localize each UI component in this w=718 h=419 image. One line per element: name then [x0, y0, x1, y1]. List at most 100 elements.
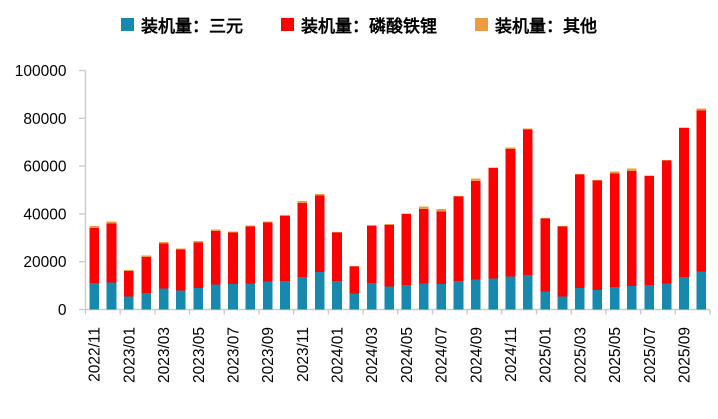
legend-label-lfp: 装机量：磷酸铁锂 [301, 17, 437, 36]
x-tick-label: 2023/07 [225, 327, 242, 383]
bar-segment-2023/11 [297, 200, 308, 203]
bar-segment-2025/02 [557, 296, 568, 310]
bar-segment-2025/09 [679, 276, 689, 310]
legend-item-lfp: 装机量：磷酸铁锂 [281, 12, 437, 37]
bar-segment-2024/11 [505, 276, 516, 310]
y-tick-label: 0 [58, 302, 67, 319]
bar-segment-2024/12 [523, 129, 533, 275]
x-tick-label: 2022/11 [87, 327, 104, 382]
x-tick-label: 2023/09 [260, 327, 277, 383]
bar-segment-2025/07 [644, 175, 655, 177]
bar-segment-2023/03 [158, 243, 169, 289]
bar-segment-2023/06 [210, 229, 221, 231]
bar-segment-2022/11 [89, 228, 99, 284]
bar-segment-2023/11 [297, 202, 308, 277]
x-tick-label: 2024/09 [468, 327, 485, 383]
bar-segment-2023/07 [228, 232, 238, 285]
bar-segment-2023/08 [245, 283, 256, 310]
bar-segment-2025/08 [661, 159, 672, 161]
bar-segment-2025/07 [644, 285, 655, 310]
bar-segment-2023/04 [176, 290, 186, 310]
bar-segment-2024/07 [436, 209, 446, 212]
bar-segment-2023/09 [262, 222, 273, 282]
bar-segment-2025/01 [540, 291, 551, 310]
bar-segment-2025/03 [575, 287, 585, 310]
bar-segment-2023/09 [262, 221, 273, 223]
bar-segment-2024/06 [418, 206, 429, 209]
bar-segment-2023/02 [141, 255, 152, 258]
bar-segment-2024/03 [366, 283, 377, 310]
bar-segment-2023/10 [280, 280, 290, 310]
y-tick-label: 20000 [23, 254, 66, 271]
bar-segment-2025/01 [540, 217, 551, 219]
legend-label-ternary: 装机量：三元 [141, 17, 243, 36]
bar-segment-2023/08 [245, 225, 256, 227]
bar-segment-2023/10 [280, 215, 290, 281]
bar-segment-2025/10 [696, 108, 707, 111]
x-tick-label: 2023/01 [121, 327, 138, 383]
bar-segment-2023/09 [262, 281, 273, 310]
legend-label-other: 装机量：其他 [495, 17, 597, 36]
bar-segment-2024/02 [349, 293, 360, 310]
x-tick-label: 2024/01 [330, 327, 347, 383]
bar-segment-2025/09 [679, 127, 689, 129]
bar-segment-2023/05 [193, 241, 204, 243]
bar-segment-2025/05 [609, 171, 620, 174]
x-tick-label: 2025/09 [676, 327, 693, 383]
bar-segment-2024/09 [471, 279, 481, 310]
bar-segment-2024/11 [505, 148, 516, 277]
x-tick-label: 2024/05 [399, 327, 416, 383]
bar-segment-2024/02 [349, 266, 360, 294]
x-tick-label: 2025/03 [572, 327, 589, 383]
bar-segment-2025/06 [627, 168, 637, 172]
bar-segment-2023/07 [228, 284, 238, 310]
chart-legend: 装机量：三元 装机量：磷酸铁锂 装机量：其他 [0, 12, 718, 37]
x-tick-label: 2025/05 [607, 327, 624, 383]
x-tick-label: 2025/01 [538, 327, 555, 383]
legend-swatch-other [475, 18, 488, 31]
bar-segment-2025/06 [627, 285, 637, 310]
bar-segment-2023/02 [141, 257, 152, 293]
bar-segment-2023/12 [314, 195, 325, 272]
bar-segment-2023/02 [141, 292, 152, 310]
bar-segment-2024/06 [418, 283, 429, 310]
bar-segment-2025/05 [609, 286, 620, 310]
x-tick-label: 2025/07 [642, 327, 659, 383]
bar-segment-2023/10 [280, 214, 290, 216]
bar-segment-2025/09 [679, 128, 689, 277]
bar-segment-2025/05 [609, 173, 620, 287]
bar-segment-2023/04 [176, 248, 186, 250]
bar-segment-2025/04 [592, 289, 603, 310]
bar-segment-2024/04 [384, 224, 394, 287]
bar-segment-2023/03 [158, 242, 169, 244]
y-tick-label: 40000 [23, 206, 66, 223]
bar-segment-2025/04 [592, 179, 603, 181]
bar-segment-2025/08 [661, 160, 672, 284]
bar-segment-2023/12 [314, 193, 325, 196]
bar-segment-2025/10 [696, 110, 707, 272]
bar-segment-2024/09 [471, 178, 481, 181]
bar-segment-2023/01 [124, 269, 134, 272]
bar-segment-2024/05 [401, 213, 412, 215]
bar-segment-2024/03 [366, 225, 377, 284]
bar-segment-2022/12 [106, 221, 117, 224]
bar-segment-2024/12 [523, 128, 533, 130]
bar-segment-2025/03 [575, 174, 585, 288]
legend-swatch-lfp [281, 18, 294, 31]
bar-segment-2023/01 [124, 296, 134, 310]
bar-segment-2024/11 [505, 147, 516, 149]
bar-segment-2023/11 [297, 276, 308, 310]
y-tick-label: 80000 [23, 111, 66, 128]
bar-segment-2024/07 [436, 284, 446, 310]
bar-segment-2024/08 [453, 281, 464, 310]
bar-segment-2023/12 [314, 271, 325, 310]
bar-segment-2024/06 [418, 208, 429, 284]
x-tick-label: 2024/11 [503, 327, 520, 382]
bar-segment-2024/04 [384, 224, 394, 225]
y-tick-label: 60000 [23, 159, 66, 176]
bar-segment-2024/12 [523, 274, 533, 310]
x-tick-label: 2023/03 [156, 327, 173, 383]
bar-segment-2024/10 [488, 167, 498, 169]
